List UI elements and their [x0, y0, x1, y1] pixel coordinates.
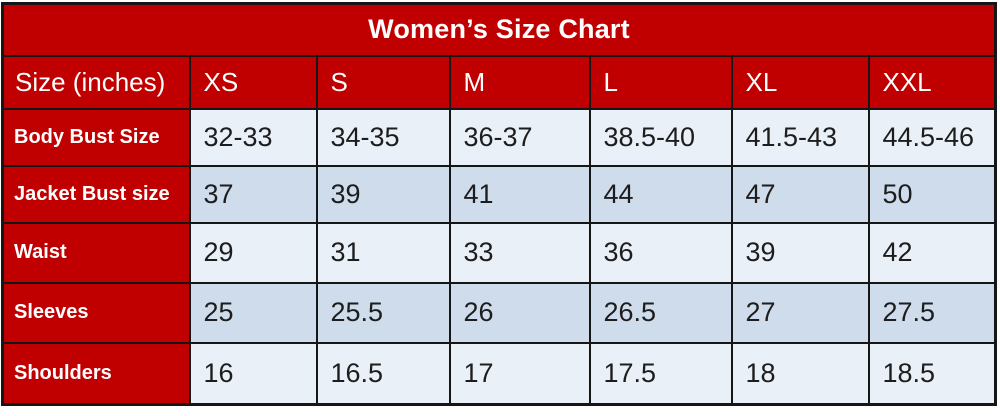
row-label-sleeves: Sleeves	[1, 281, 191, 344]
table-cell: 36-37	[448, 107, 591, 167]
table-cell: 26.5	[588, 281, 733, 344]
table-cell: 17	[448, 341, 591, 406]
table-cell: 25.5	[315, 281, 451, 344]
table-cell: 18.5	[867, 341, 997, 406]
table-cell: 44.5-46	[867, 107, 997, 167]
column-header-xxl: XXL	[867, 54, 997, 110]
table-cell: 34-35	[315, 107, 451, 167]
table-row-waist: Waist 29 31 33 36 39 42	[1, 221, 997, 284]
row-label-jacket-bust-size: Jacket Bust size	[1, 164, 191, 224]
column-header-size-inches: Size (inches)	[1, 54, 191, 110]
row-label-shoulders: Shoulders	[1, 341, 191, 406]
table-cell: 47	[730, 164, 870, 224]
table-cell: 39	[730, 221, 870, 284]
chart-title: Women’s Size Chart	[1, 2, 997, 57]
table-cell: 42	[867, 221, 997, 284]
column-header-m: M	[448, 54, 591, 110]
table-cell: 26	[448, 281, 591, 344]
table-cell: 27	[730, 281, 870, 344]
table-cell: 17.5	[588, 341, 733, 406]
table-cell: 33	[448, 221, 591, 284]
table-cell: 50	[867, 164, 997, 224]
table-row-jacket-bust-size: Jacket Bust size 37 39 41 44 47 50	[1, 164, 997, 224]
table-cell: 16	[188, 341, 318, 406]
table-row-shoulders: Shoulders 16 16.5 17 17.5 18 18.5	[1, 341, 997, 406]
table-cell: 38.5-40	[588, 107, 733, 167]
table-cell: 18	[730, 341, 870, 406]
header-row: Size (inches) XS S M L XL XXL	[1, 54, 997, 110]
table-row-sleeves: Sleeves 25 25.5 26 26.5 27 27.5	[1, 281, 997, 344]
column-header-xl: XL	[730, 54, 870, 110]
column-header-s: S	[315, 54, 451, 110]
table-row-body-bust-size: Body Bust Size 32-33 34-35 36-37 38.5-40…	[1, 107, 997, 167]
title-row: Women’s Size Chart	[1, 2, 997, 57]
column-header-l: L	[588, 54, 733, 110]
table-cell: 29	[188, 221, 318, 284]
table-cell: 31	[315, 221, 451, 284]
row-label-waist: Waist	[1, 221, 191, 284]
table-cell: 41.5-43	[730, 107, 870, 167]
table-cell: 44	[588, 164, 733, 224]
table-cell: 25	[188, 281, 318, 344]
table-cell: 39	[315, 164, 451, 224]
womens-size-chart-table: Women’s Size Chart Size (inches) XS S M …	[1, 2, 997, 406]
column-header-xs: XS	[188, 54, 318, 110]
table-cell: 37	[188, 164, 318, 224]
table-cell: 32-33	[188, 107, 318, 167]
table-cell: 36	[588, 221, 733, 284]
table-cell: 16.5	[315, 341, 451, 406]
table-cell: 27.5	[867, 281, 997, 344]
table-cell: 41	[448, 164, 591, 224]
row-label-body-bust-size: Body Bust Size	[1, 107, 191, 167]
